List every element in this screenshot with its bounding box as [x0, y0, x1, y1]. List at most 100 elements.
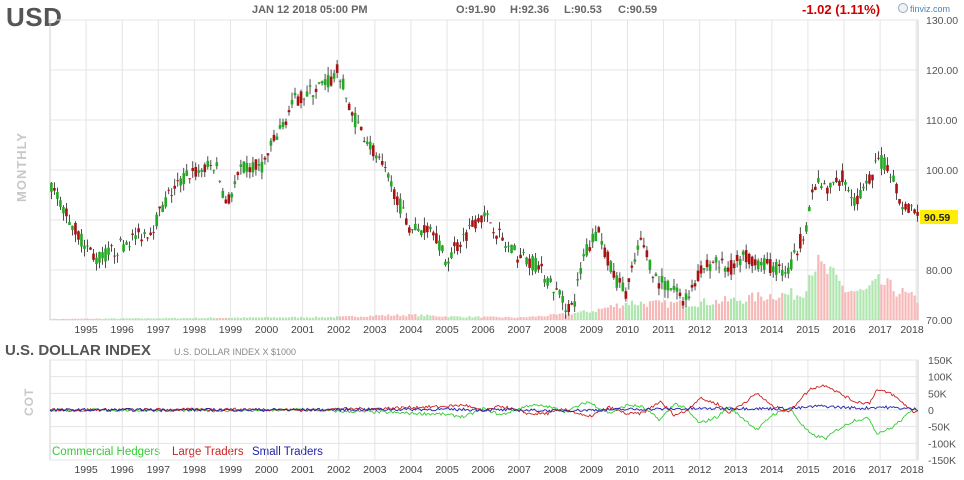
candle-up	[741, 251, 745, 255]
volume-bar	[823, 263, 826, 320]
candle-down	[371, 145, 375, 157]
candle-up	[762, 258, 766, 270]
volume-bar	[405, 316, 408, 320]
candle-down	[74, 222, 77, 235]
candle-down	[404, 218, 408, 225]
volume-bar	[862, 290, 865, 320]
candle-down	[236, 172, 240, 176]
price-x-tick-label: 1995	[74, 324, 98, 336]
candle-up	[780, 270, 784, 276]
brand-link[interactable]: finviz.com	[898, 3, 950, 14]
candle-up	[98, 252, 101, 263]
candle-up	[420, 230, 423, 235]
candle-up	[338, 80, 342, 82]
candle-down	[777, 264, 781, 266]
volume-bar	[585, 311, 588, 320]
candle-down	[699, 265, 703, 274]
price-y-tick-label: 100.00	[926, 165, 958, 177]
volume-bar	[555, 314, 558, 320]
volume-bar	[645, 306, 649, 320]
volume-bar	[814, 271, 817, 320]
candle-up	[59, 200, 62, 207]
price-x-tick-label: 2003	[363, 324, 387, 336]
volume-bar	[841, 285, 844, 320]
volume-bar	[519, 317, 522, 320]
volume-bar	[248, 317, 252, 320]
candle-up	[582, 254, 586, 257]
candle-up	[771, 266, 775, 273]
volume-bar	[522, 317, 525, 320]
candle-down	[657, 283, 661, 289]
open-price: O:91.90	[456, 4, 496, 16]
candle-down	[471, 220, 474, 227]
candle-down	[570, 303, 574, 305]
candle-up	[320, 81, 324, 84]
candle-down	[359, 126, 363, 131]
volume-bar	[711, 304, 715, 320]
volume-bar	[483, 316, 486, 320]
volume-bar	[633, 304, 636, 320]
volume-bar	[901, 287, 904, 320]
candle-up	[305, 91, 309, 97]
volume-bar	[260, 317, 264, 320]
price-x-tick-label: 1997	[147, 324, 171, 336]
volume-bar	[696, 306, 700, 320]
candle-up	[311, 95, 315, 98]
candle-up	[215, 162, 219, 167]
candle-up	[341, 78, 345, 90]
cot-x-tick-label: 1995	[74, 464, 98, 476]
volume-bar	[336, 316, 339, 320]
volume-bar	[444, 316, 447, 320]
volume-bar	[375, 314, 378, 320]
candle-up	[783, 272, 787, 274]
candle-down	[498, 228, 501, 230]
volume-bar	[348, 315, 351, 320]
volume-bar	[471, 317, 474, 320]
volume-bar	[745, 301, 748, 320]
volume-bar	[540, 316, 543, 320]
candle-up	[83, 245, 86, 249]
volume-bar	[167, 318, 170, 320]
volume-bar	[513, 317, 516, 320]
candle-up	[789, 259, 793, 270]
volume-bar	[366, 316, 369, 320]
candle-up	[552, 292, 555, 294]
volume-bar	[146, 318, 149, 320]
volume-bar	[104, 318, 107, 320]
candle-up	[829, 182, 832, 188]
legend-small-traders: Small Traders	[252, 446, 323, 458]
candle-down	[871, 174, 874, 181]
volume-bar	[215, 318, 218, 320]
volume-bar	[528, 316, 531, 320]
volume-bar	[516, 317, 519, 320]
volume-bar	[534, 316, 537, 320]
candle-up	[155, 214, 158, 227]
candle-down	[744, 250, 748, 263]
volume-bar	[308, 317, 312, 320]
candle-up	[429, 226, 432, 230]
candle-up	[356, 121, 360, 123]
volume-bar	[302, 317, 306, 320]
volume-bar	[898, 293, 901, 320]
volume-bar	[221, 318, 224, 320]
cot-x-tick-label: 2005	[435, 464, 459, 476]
volume-bar	[320, 316, 324, 320]
volume-bar	[684, 306, 688, 320]
price-x-tick-label: 2014	[760, 324, 784, 336]
volume-bar	[462, 317, 465, 320]
volume-bar	[263, 317, 267, 320]
price-x-tick-label: 2012	[688, 324, 712, 336]
candle-down	[904, 203, 907, 210]
volume-bar	[886, 278, 889, 320]
volume-bar	[209, 317, 212, 320]
candle-down	[690, 284, 694, 288]
candle-down	[347, 103, 351, 110]
volume-bar	[456, 316, 459, 320]
candle-up	[200, 169, 204, 172]
candle-up	[850, 197, 853, 199]
candle-up	[669, 288, 673, 290]
candle-up	[450, 252, 453, 259]
volume-bar	[53, 318, 56, 320]
candle-down	[540, 263, 543, 267]
